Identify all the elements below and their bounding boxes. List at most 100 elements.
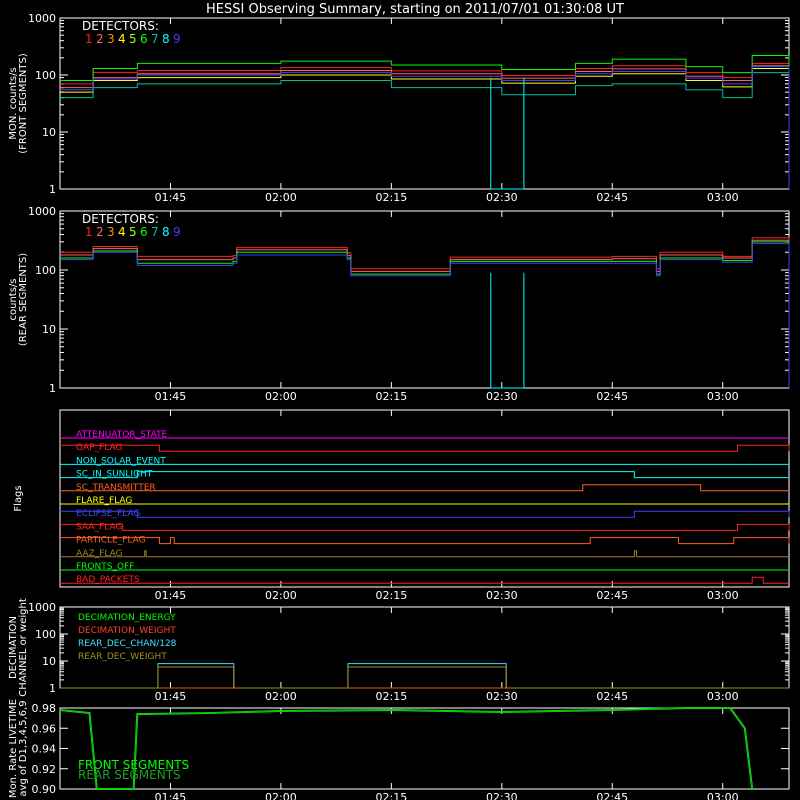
flag-label: AAZ_FLAG <box>76 549 123 559</box>
x-tick-label: 02:00 <box>265 589 297 602</box>
x-tick-label: 03:00 <box>707 589 739 602</box>
legend-item-6: 6 <box>140 32 148 46</box>
x-tick-label: 01:45 <box>155 589 187 602</box>
legend-title: DETECTORS: <box>82 19 159 33</box>
x-tick-label: 02:15 <box>376 191 408 204</box>
legend-item-2: 2 <box>96 32 104 46</box>
flag-label: FRONTS_OFF <box>76 562 134 572</box>
series-line-detector-6 <box>60 241 790 388</box>
flag-line <box>60 444 790 452</box>
y-tick-label: 1 <box>49 682 56 695</box>
flag-label: NON_SOLAR_EVENT <box>76 456 166 466</box>
x-tick-label: 02:30 <box>486 191 518 204</box>
x-tick-label: 02:30 <box>486 791 518 800</box>
y-tick-label: 1000 <box>28 601 56 614</box>
livetime-ylabel: Mon. Rate LIVETIME <box>8 699 19 798</box>
legend-item-7: 7 <box>151 32 159 46</box>
decimation-panel: 01:45 02:00 02:15 02:30 02:45 03:00 1 10 100 1000… <box>28 601 790 703</box>
y-tick-label: 100 <box>35 264 56 277</box>
y-tick-label: 10 <box>42 126 56 139</box>
flag-label: GAP_FLAG <box>76 443 122 453</box>
flag-label: SAA_FLAG <box>76 522 122 532</box>
legend-item-4: 4 <box>118 225 126 239</box>
legend-item-2: 2 <box>96 225 104 239</box>
legend-item-1: 1 <box>85 225 93 239</box>
front-panel: 01:45 02:00 02:15 02:30 02:45 03:00 1 10 100 1000… <box>28 12 790 204</box>
x-tick-label: 01:45 <box>155 690 187 703</box>
flag-label: SC_TRANSMITTER <box>76 483 156 493</box>
flag-line <box>60 510 790 518</box>
x-tick-label: 02:30 <box>486 589 518 602</box>
flag-label: ECLIPSE_FLAG <box>76 509 140 519</box>
flag-label: ATTENUATOR_STATE <box>76 430 168 440</box>
x-tick-label: 02:30 <box>486 690 518 703</box>
y-tick-label: 0.94 <box>32 743 57 756</box>
legend-item: FRONT SEGMENTS <box>78 758 189 772</box>
y-tick-label: 1000 <box>28 12 56 25</box>
legend-item: REAR_DEC_CHAN/128 <box>78 639 177 649</box>
legend-item: DECIMATION_ENERGY <box>78 613 176 623</box>
flag-line <box>60 576 789 584</box>
series-line-detector-9 <box>60 243 790 388</box>
legend-item-7: 7 <box>151 225 159 239</box>
rear-panel: 01:45 02:00 02:15 02:30 02:45 03:00 1 10 100 1000… <box>28 205 790 403</box>
page-title: HESSI Observing Summary, starting on 201… <box>206 2 624 17</box>
series-line-detector-6 <box>60 54 790 189</box>
x-tick-label: 03:00 <box>707 791 739 800</box>
flags-frame <box>59 409 790 588</box>
decimation-ylabel-group: DECIMATION CHANNEL or weight <box>8 598 29 697</box>
x-tick-label: 02:00 <box>265 690 297 703</box>
legend-item-3: 3 <box>107 225 115 239</box>
legend-item: REAR_DEC_WEIGHT <box>78 652 167 662</box>
series-line-detector-1 <box>60 237 790 388</box>
series-line <box>59 707 753 790</box>
flag-line <box>60 523 790 531</box>
y-tick-label: 1000 <box>28 205 56 218</box>
x-tick-label: 02:00 <box>265 390 297 403</box>
series-line-detector-4 <box>60 68 790 189</box>
y-tick-label: 0.96 <box>32 722 57 735</box>
legend-item: DECIMATION_WEIGHT <box>78 626 176 636</box>
legend-item: REAR SEGMENTS <box>78 768 181 782</box>
flag-label: PARTICLE_FLAG <box>76 536 146 546</box>
rear-ylabel-group: counts/s (REAR SEGMENTS) <box>8 253 29 346</box>
flag-line <box>60 471 789 479</box>
y-tick-label: 0.92 <box>32 763 57 776</box>
x-tick-label: 02:15 <box>376 690 408 703</box>
rear-ylabel: counts/s <box>8 278 19 320</box>
flag-line <box>60 537 790 545</box>
legend-item-3: 3 <box>107 32 115 46</box>
series-gap-detector-8 <box>490 77 525 190</box>
flag-line <box>60 484 789 492</box>
series-line-detector-1 <box>60 62 790 189</box>
legend-item-6: 6 <box>140 225 148 239</box>
flags-ylabel-group: Flags <box>13 485 24 511</box>
x-tick-label: 02:15 <box>376 791 408 800</box>
series-gap-detector-8 <box>490 272 525 389</box>
x-tick-label: 01:45 <box>155 791 187 800</box>
x-tick-label: 03:00 <box>707 191 739 204</box>
series-line-detector-7 <box>60 72 790 189</box>
x-tick-label: 02:45 <box>596 589 628 602</box>
series-line-detector-9 <box>60 66 790 189</box>
x-tick-label: 03:00 <box>707 390 739 403</box>
x-tick-label: 02:45 <box>596 791 628 800</box>
livetime-ylabel-group: Mon. Rate LIVETIME avg of D1,3,4,5,6,9 <box>8 699 29 798</box>
legend-item-5: 5 <box>129 225 137 239</box>
flags-ylabel: Flags <box>13 485 24 511</box>
flags-panel: 01:45 02:00 02:15 02:30 02:45 03:00 ATTENUATOR… <box>59 409 790 602</box>
x-tick-label: 02:15 <box>376 390 408 403</box>
series-line <box>60 666 789 689</box>
legend-item-9: 9 <box>173 32 181 46</box>
legend-item-8: 8 <box>162 225 170 239</box>
legend-item-8: 8 <box>162 32 170 46</box>
flag-label: BAD_PACKETS <box>76 575 140 585</box>
x-tick-label: 02:45 <box>596 390 628 403</box>
y-tick-label: 1 <box>49 183 56 196</box>
x-tick-label: 02:00 <box>265 191 297 204</box>
legend-item-4: 4 <box>118 32 126 46</box>
x-tick-label: 02:45 <box>596 191 628 204</box>
livetime-panel: 01:45 02:00 02:15 02:30 02:45 03:00 0.90 0.92 0.… <box>32 702 790 800</box>
